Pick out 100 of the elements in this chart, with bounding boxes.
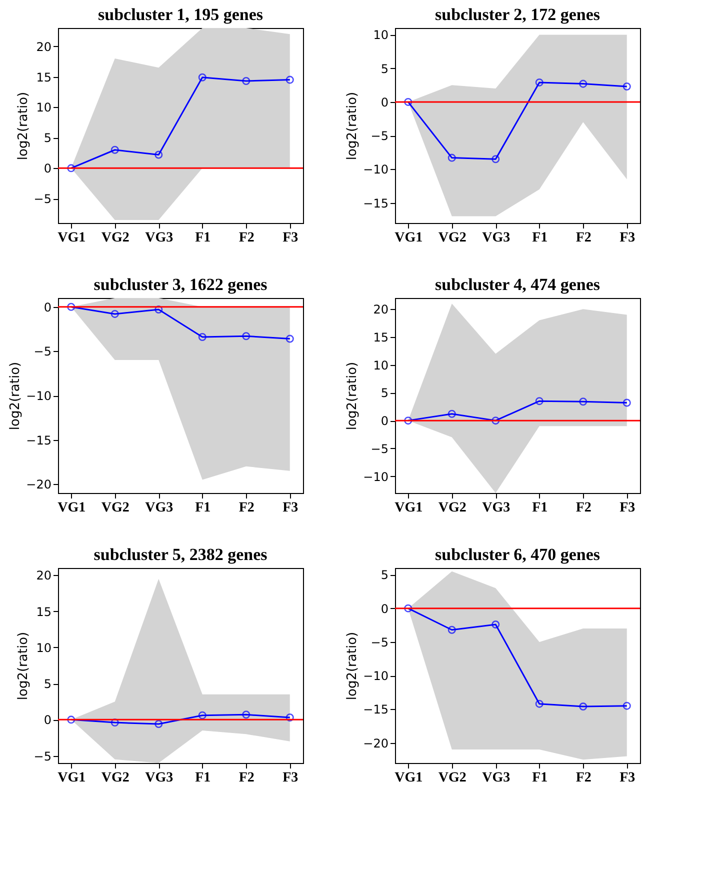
y-tick-label: 15	[373, 330, 388, 344]
point	[448, 626, 456, 634]
point	[198, 73, 206, 82]
point	[579, 702, 588, 711]
y-tick-label: −15	[26, 433, 52, 448]
x-tick-label: VG2	[101, 500, 130, 516]
y-tick-label: 5	[380, 568, 388, 582]
x-tick-label: VG3	[482, 770, 510, 786]
y-tick-label: −15	[363, 196, 388, 210]
y-tick-label: 0	[380, 414, 388, 428]
y-tick-label: 5	[44, 131, 52, 146]
y-tick-label: 0	[44, 300, 52, 314]
x-tick-label: F2	[238, 230, 254, 246]
x-tick-label: VG3	[145, 500, 174, 516]
y-tick-label: 15	[36, 604, 52, 619]
point	[154, 150, 163, 159]
chart-title: subcluster 5, 2382 genes	[94, 545, 268, 564]
x-tick-label: VG1	[394, 500, 423, 516]
x-tick-label: VG1	[394, 230, 423, 246]
point	[110, 718, 119, 727]
point	[448, 410, 456, 418]
y-tick-label: 5	[44, 677, 52, 692]
point	[404, 98, 412, 106]
point	[242, 332, 250, 340]
y-tick-label: 20	[373, 302, 388, 317]
point	[67, 164, 76, 172]
y-tick-label: 20	[36, 568, 52, 583]
y-axis-title: log2(ratio)	[16, 632, 31, 700]
chart-title: subcluster 2, 172 genes	[435, 5, 600, 24]
point	[404, 416, 412, 425]
point	[286, 76, 294, 84]
y-tick-label: 0	[44, 162, 52, 176]
x-tick-label: F1	[195, 230, 211, 246]
y-tick-label: −10	[363, 669, 388, 684]
y-tick-label: 0	[380, 602, 388, 616]
x-tick-label: F3	[620, 230, 636, 246]
point	[492, 620, 500, 628]
x-tick-label: F2	[576, 230, 592, 246]
point	[67, 302, 76, 311]
x-tick-label: F1	[195, 770, 211, 786]
x-tick-label: VG1	[58, 770, 86, 786]
x-tick-label: F3	[282, 770, 298, 786]
y-tick-label: −10	[363, 470, 388, 484]
y-tick-label: 0	[44, 713, 52, 728]
x-tick-label: F2	[238, 770, 254, 786]
x-tick-label: VG3	[145, 230, 174, 246]
point	[535, 397, 544, 406]
point	[579, 80, 588, 88]
point	[448, 154, 456, 162]
y-axis-title: log2(ratio)	[345, 632, 360, 700]
point	[154, 306, 163, 314]
y-tick-label: 15	[36, 70, 52, 84]
y-tick-label: −5	[370, 442, 388, 456]
x-tick-label: VG2	[438, 770, 466, 786]
y-tick-label: 10	[36, 100, 52, 115]
x-tick-label: F1	[532, 230, 548, 246]
point	[110, 310, 119, 318]
y-tick-label: −20	[26, 478, 52, 492]
point	[622, 398, 631, 407]
x-tick-label: F2	[238, 500, 254, 516]
y-tick-label: −5	[34, 344, 52, 359]
point	[198, 711, 206, 720]
y-tick-label: 5	[380, 62, 388, 76]
y-tick-label: −5	[34, 192, 52, 206]
point	[622, 82, 631, 90]
y-tick-label: −15	[363, 702, 388, 717]
x-tick-label: F3	[620, 770, 636, 786]
x-tick-label: VG3	[145, 770, 174, 786]
x-tick-label: F1	[532, 500, 548, 516]
point	[492, 155, 500, 164]
y-tick-label: −10	[26, 389, 52, 403]
point	[579, 398, 588, 406]
x-tick-label: VG2	[438, 230, 466, 246]
x-tick-label: VG1	[394, 770, 423, 786]
y-tick-label: −5	[370, 635, 388, 650]
point	[404, 604, 412, 612]
point	[286, 714, 294, 722]
y-axis-title: log2(ratio)	[16, 92, 31, 160]
y-tick-label: −20	[363, 736, 388, 750]
x-tick-label: F3	[282, 500, 298, 516]
y-tick-label: 10	[36, 640, 52, 655]
point	[535, 78, 544, 86]
point	[622, 702, 631, 710]
x-tick-label: VG1	[58, 230, 86, 246]
y-tick-label: −5	[370, 129, 388, 144]
chart-title: subcluster 6, 470 genes	[435, 545, 600, 564]
y-tick-label: 20	[36, 40, 52, 54]
point	[110, 146, 119, 154]
y-axis-title: log2(ratio)	[345, 362, 360, 430]
x-tick-label: F2	[576, 500, 592, 516]
x-tick-label: VG2	[101, 230, 130, 246]
point	[535, 700, 544, 708]
point	[154, 720, 163, 728]
point	[492, 416, 500, 425]
x-tick-label: F1	[195, 500, 211, 516]
x-tick-label: F1	[532, 770, 548, 786]
y-tick-label: 10	[373, 28, 388, 42]
y-tick-label: 5	[380, 386, 388, 400]
y-tick-label: −10	[363, 162, 388, 177]
chart-title: subcluster 3, 1622 genes	[94, 275, 268, 294]
